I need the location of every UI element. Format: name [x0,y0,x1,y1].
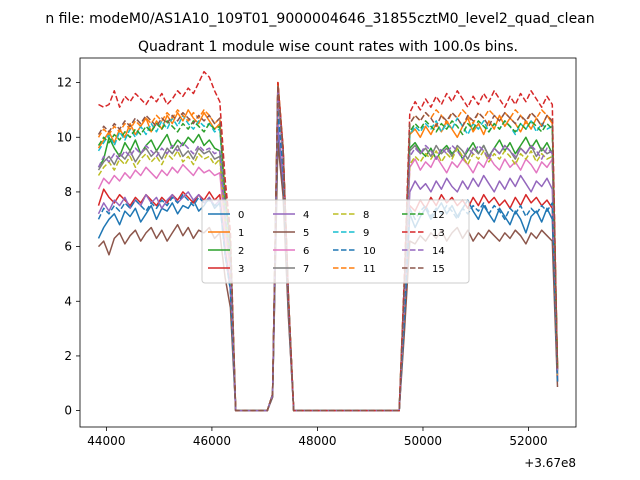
legend-label-5: 5 [303,228,309,239]
legend-label-12: 12 [432,210,445,221]
legend-label-13: 13 [432,228,445,239]
legend-label-0: 0 [238,210,244,221]
legend-label-4: 4 [303,210,309,221]
x-tick-label-46000: 46000 [193,434,231,448]
x-tick-label-44000: 44000 [87,434,125,448]
legend-label-2: 2 [238,246,244,257]
y-tick-label-10: 10 [57,130,72,144]
chart-title: Quadrant 1 module wise count rates with … [138,39,518,55]
legend-frame [201,199,470,284]
y-axis: 0 2 4 6 8 10 12 [57,76,80,418]
x-tick-label-50000: 50000 [404,434,442,448]
x-tick-label-48000: 48000 [298,434,336,448]
legend-label-14: 14 [432,246,445,257]
chart-suptitle: n file: modeM0/AS1A10_109T01_9000004646_… [45,11,594,27]
legend-label-15: 15 [432,264,445,275]
series-layer [97,70,559,412]
y-tick-label-6: 6 [64,240,72,254]
x-axis: 44000 46000 48000 50000 52000 [87,427,548,448]
y-tick-label-2: 2 [64,349,72,363]
legend-label-8: 8 [363,210,369,221]
series-line-8 [97,92,559,412]
y-tick-label-8: 8 [64,185,72,199]
legend-label-6: 6 [303,246,309,257]
y-tick-label-4: 4 [64,294,72,308]
legend-label-10: 10 [363,246,376,257]
legend-label-7: 7 [303,264,309,275]
series-line-14 [97,90,559,412]
y-tick-label-0: 0 [64,404,72,418]
series-line-15 [97,84,559,412]
y-tick-label-12: 12 [57,76,72,90]
x-tick-label-52000: 52000 [509,434,547,448]
legend-label-9: 9 [363,228,369,239]
series-line-10 [97,109,559,412]
legend-label-1: 1 [238,228,244,239]
legend-label-11: 11 [363,264,376,275]
legend-label-3: 3 [238,264,244,275]
plot-frame [79,57,577,428]
x-offset-label: +3.67e8 [524,456,576,470]
